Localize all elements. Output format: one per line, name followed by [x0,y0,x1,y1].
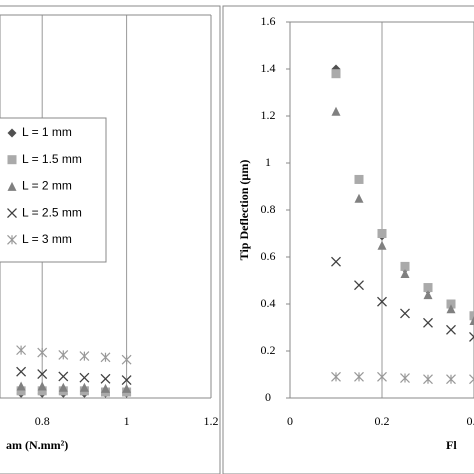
marker [446,374,456,385]
marker [469,311,474,321]
marker [400,373,410,383]
x-axis-label: am (N.mm²) [6,438,68,452]
legend-label: L = 1.5 mm [22,152,82,166]
marker [377,296,387,307]
marker [37,369,48,380]
marker [377,229,387,238]
marker [331,371,341,382]
x-tick-label: 1.2 [204,414,219,428]
marker [16,386,26,396]
right-panel [222,5,474,474]
y-tick-label: 0.6 [261,249,276,263]
x-tick-label: 0.2 [375,414,390,428]
marker [58,349,69,360]
marker [37,381,47,391]
marker [331,69,341,79]
marker [377,240,387,250]
legend-marker [7,155,17,165]
marker [446,299,456,309]
left-panel [0,5,221,474]
marker [100,373,111,384]
marker [354,193,364,203]
marker [423,374,433,385]
y-tick-label: 1.4 [261,61,276,75]
marker [58,371,69,382]
marker [469,331,474,342]
marker [101,383,110,393]
x-tick-label: 1 [124,414,130,428]
marker [377,371,387,382]
marker [16,345,27,356]
marker [446,324,456,335]
marker [400,308,410,319]
marker [400,261,410,271]
y-tick-label: 0.2 [261,343,276,357]
marker [16,381,26,391]
marker [423,317,433,328]
marker [469,315,474,325]
marker [400,268,410,278]
legend-label: L = 2 mm [22,179,72,193]
marker [423,283,433,293]
marker [37,386,47,396]
y-tick-label: 1.2 [261,108,276,122]
legend-marker [7,234,17,245]
marker [79,351,90,362]
legend-marker [7,208,17,219]
marker [331,106,341,116]
marker [121,375,132,386]
marker [79,372,90,383]
legend-label: L = 3 mm [22,232,72,246]
marker [423,290,433,300]
marker [469,374,474,385]
y-tick-label: 0.8 [261,202,276,216]
x-axis-label: Fl [446,438,457,452]
marker [79,382,89,392]
legend-marker [7,181,17,191]
marker [331,256,341,267]
marker [16,366,27,377]
y-tick-label: 0 [265,390,271,404]
legend-label: L = 2.5 mm [22,205,82,219]
y-tick-label: 0.4 [261,296,276,310]
marker [354,280,364,291]
marker [37,347,48,358]
x-tick-label: 0 [287,414,293,428]
x-tick-label: 0.8 [35,414,50,428]
legend-box [0,117,107,263]
marker [446,304,456,314]
marker [121,354,132,365]
legend-marker [7,128,17,138]
legend-label: L = 1 mm [22,125,72,139]
y-tick-label: 1 [265,155,271,169]
marker [354,174,364,184]
y-tick-label: 1.6 [261,14,276,28]
marker [58,382,68,392]
marker [354,371,364,382]
y-axis-label: Tip Deflection (µm) [237,160,251,261]
marker [122,383,132,393]
marker [100,352,111,363]
x-tick-label: 0.4 [467,414,474,428]
